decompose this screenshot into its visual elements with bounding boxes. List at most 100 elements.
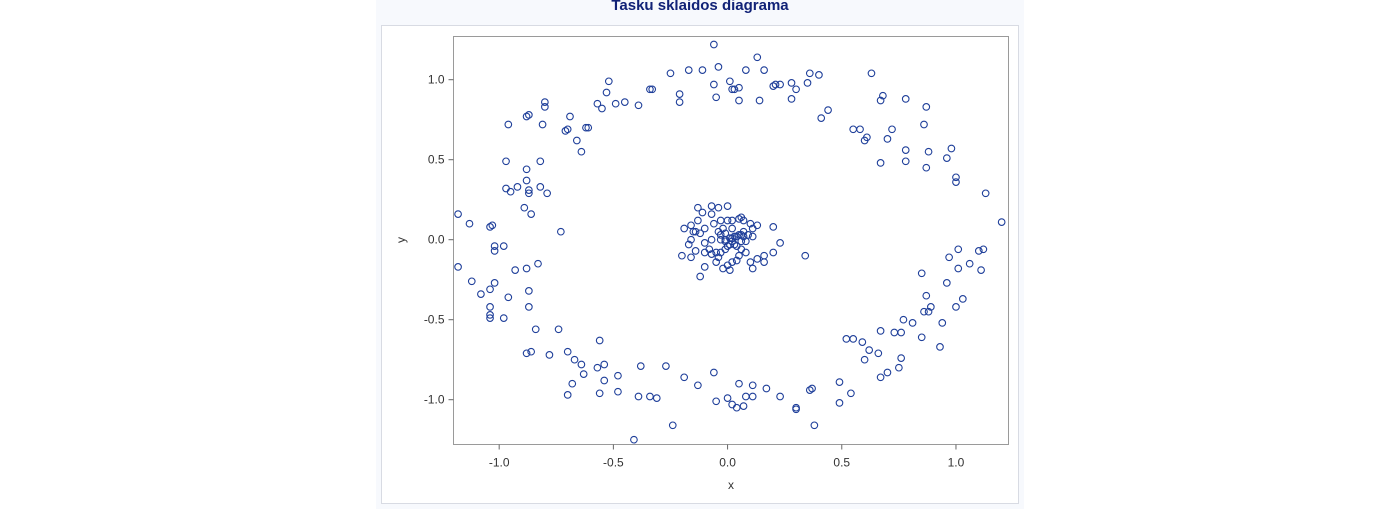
data-point [691,227,700,236]
data-point [707,235,716,244]
data-point [908,319,917,327]
data-point [595,336,604,345]
y-tick-label: 0.0 [428,233,445,247]
data-point [502,184,510,193]
data-point [808,384,816,393]
data-point [723,202,732,210]
data-point [776,392,784,401]
data-point [735,96,743,105]
data-point [924,307,933,316]
data-point [593,363,602,372]
data-point [954,264,963,273]
data-point [876,373,885,382]
data-point [924,147,933,156]
data-point [490,242,499,250]
data-point [520,203,529,212]
data-point [554,325,563,334]
x-tick-label: -0.5 [603,456,624,470]
data-point [527,347,536,356]
data-point [726,266,734,274]
data-point [646,392,654,401]
data-point [687,235,695,244]
data-point [511,266,520,274]
data-point [721,237,730,246]
data-point [577,147,586,156]
data-point [760,251,768,260]
data-point [769,248,778,257]
data-point [541,103,549,111]
data-point [735,83,743,92]
y-tick-label: -1.0 [424,393,445,407]
data-point [888,125,896,134]
data-point [534,259,542,268]
plot-area [453,36,1009,445]
data-point [714,203,723,212]
data-point [849,125,858,134]
data-point [965,259,974,268]
data-point [465,219,474,228]
data-point [499,242,508,250]
data-point [867,69,876,78]
y-tick-label: -0.5 [424,313,445,327]
data-point [545,351,554,359]
data-point [762,384,771,393]
y-axis: -1.0 -0.5 0.0 0.5 1.0 [424,73,454,407]
data-point [735,231,743,239]
data-point [901,146,910,154]
data-point [502,157,510,166]
data-point [748,224,757,233]
data-point [741,66,750,74]
data-point [897,328,906,337]
data-point [680,373,689,382]
chart-title: Tasku sklaidos diagrama [611,0,789,14]
data-point [477,290,485,298]
data-point [525,303,533,311]
data-point [563,125,572,134]
data-point [997,218,1006,226]
x-axis: -1.0 -0.5 0.0 0.5 1.0 [489,444,965,470]
data-point [710,368,718,377]
data-point [847,389,855,398]
data-point [568,379,577,388]
data-point [694,203,702,212]
data-point [486,303,494,311]
data-point [698,66,707,74]
data-point [486,223,494,231]
data-point [522,165,531,174]
data-point [707,210,716,218]
data-point [735,251,743,260]
data-point [705,245,714,254]
data-point [879,91,887,100]
data-point [536,183,545,191]
data-point [700,263,709,271]
data-point [739,232,748,241]
data-point [563,347,572,356]
data-point [952,178,960,186]
data-point [522,264,531,273]
data-point [728,234,736,242]
data-point [538,120,547,129]
data-point [958,295,967,303]
data-point [600,376,609,385]
data-point [522,349,531,358]
data-point [490,279,499,287]
data-point [858,338,867,346]
data-point [710,80,718,89]
data-point [771,80,780,89]
data-point [662,362,670,370]
data-point [753,53,762,62]
data-point [979,245,988,254]
data-point [730,232,739,241]
data-point [922,103,931,111]
data-point [776,80,784,89]
data-point [582,123,590,132]
data-point [728,224,736,233]
data-point [901,95,910,103]
data-point [525,287,533,295]
data-point [687,253,695,262]
data-point [541,98,549,106]
data-point [604,77,613,86]
data-point [707,202,716,210]
data-point [712,397,721,406]
